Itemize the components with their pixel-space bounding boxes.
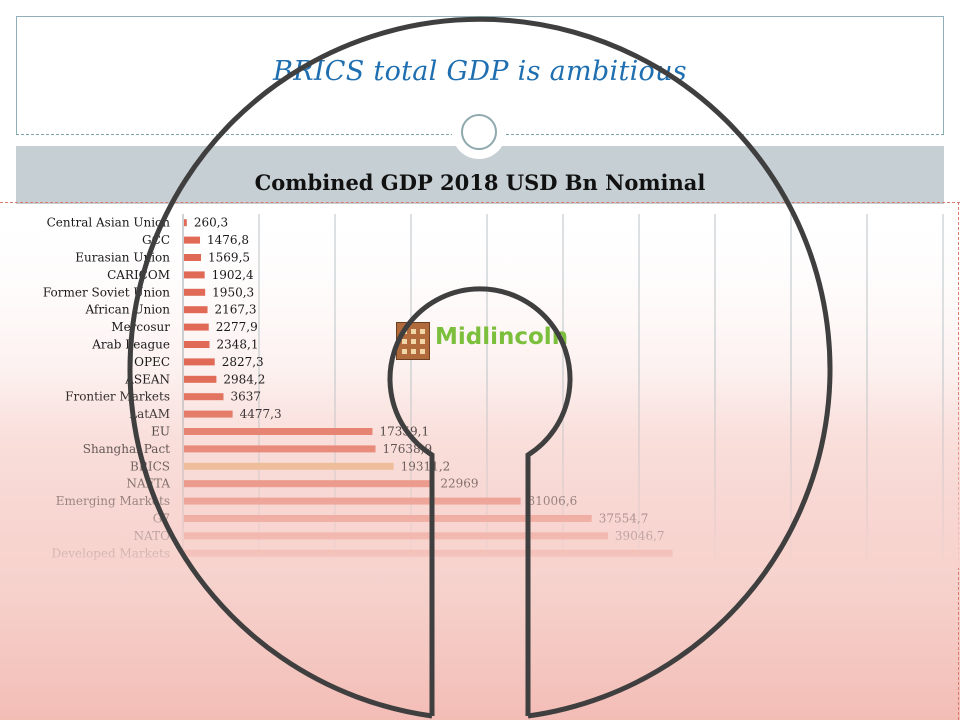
- midlincoln-logo: Midlincoln: [396, 320, 569, 362]
- chart-fade-overlay: [0, 214, 960, 568]
- logo-text: Midlincoln: [435, 324, 569, 350]
- building-icon: [396, 322, 430, 360]
- fade-overlay: [0, 214, 960, 568]
